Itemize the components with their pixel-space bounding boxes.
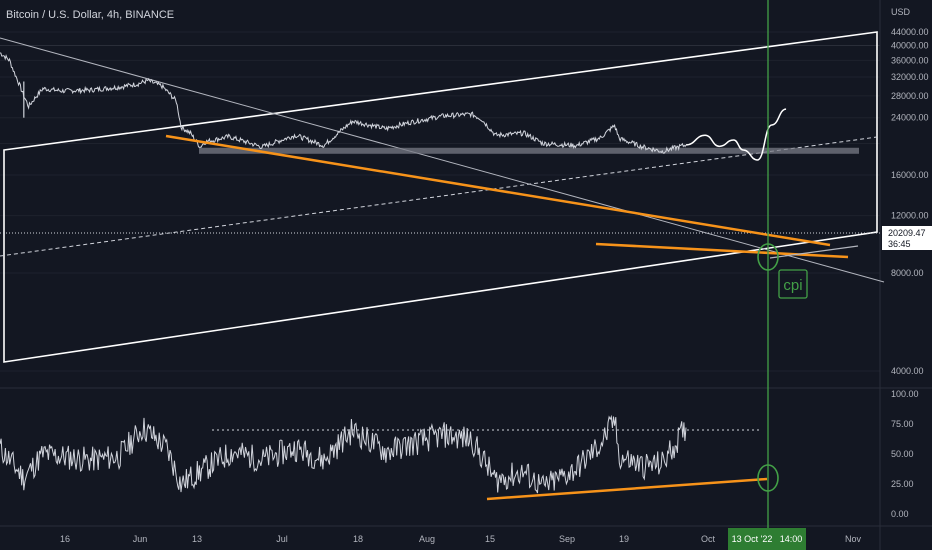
- last-price-value: 20209.47: [888, 228, 926, 238]
- cpi-ellipse: [757, 243, 779, 271]
- trendline-support: [595, 242, 849, 259]
- time-tick-label: Sep: [559, 534, 575, 544]
- price-tick-label: 24000.00: [891, 113, 929, 123]
- rsi-line: [0, 414, 687, 494]
- price-tick-label: 36000.00: [891, 55, 929, 65]
- rsi-tick-label: 100.00: [891, 389, 919, 399]
- time-tick-label: 13: [192, 534, 202, 544]
- price-series: [0, 52, 787, 161]
- drawing-overlays: cpi: [165, 0, 859, 550]
- price-tick-label: 8000.00: [891, 268, 924, 278]
- ascending-channel: [0, 31, 885, 363]
- trendline-resistance: [165, 134, 831, 247]
- crosshair-time-tag: [776, 528, 806, 550]
- rsi-tick-label: 75.00: [891, 419, 914, 429]
- time-tick-label: Oct: [701, 534, 716, 544]
- countdown-value: 36:45: [888, 239, 911, 249]
- rsi-ellipse: [757, 464, 779, 492]
- support-zone: [0, 147, 880, 234]
- price-tick-label: 4000.00: [891, 366, 924, 376]
- channel-midline: [0, 136, 878, 257]
- cpi-label: cpi: [783, 277, 802, 294]
- price-line: [0, 52, 687, 154]
- crosshair-time: 14:00: [780, 534, 803, 544]
- time-tick-label: Jun: [133, 534, 148, 544]
- time-tick-label: Nov: [845, 534, 862, 544]
- price-tick-label: 32000.00: [891, 72, 929, 82]
- projection-path: [685, 108, 787, 161]
- crosshair-date: 13 Oct '22: [732, 534, 773, 544]
- support-zone-rect: [199, 147, 859, 154]
- long-descending-line: [0, 37, 885, 283]
- time-tick-label: 16: [60, 534, 70, 544]
- chart-title: Bitcoin / U.S. Dollar, 4h, BINANCE: [6, 9, 175, 21]
- price-tick-label: 44000.00: [891, 27, 929, 37]
- currency-label: USD: [891, 7, 911, 17]
- time-tick-label: 19: [619, 534, 629, 544]
- rsi-tick-label: 0.00: [891, 509, 909, 519]
- price-tick-label: 28000.00: [891, 91, 929, 101]
- rsi-pane: [0, 414, 779, 501]
- converging-line: [769, 245, 859, 259]
- axes: USD 4000.00 8000.00 12000.00 16000.00 24000.0…: [60, 7, 932, 550]
- time-tick-label: Jul: [276, 534, 288, 544]
- rsi-tick-label: 25.00: [891, 479, 914, 489]
- rsi-tick-label: 50.00: [891, 449, 914, 459]
- price-tick-label: 40000.00: [891, 40, 929, 50]
- channel-outline: [3, 31, 878, 363]
- last-price-tag: [882, 226, 932, 250]
- time-tick-label: 15: [485, 534, 495, 544]
- time-tick-label: Aug: [419, 534, 435, 544]
- rsi-trendline: [486, 477, 768, 501]
- time-tick-label: 18: [353, 534, 363, 544]
- price-tick-label: 16000.00: [891, 170, 929, 180]
- cpi-box: [778, 269, 808, 299]
- price-tick-label: 12000.00: [891, 211, 929, 221]
- crosshair-date-tag: [728, 528, 776, 550]
